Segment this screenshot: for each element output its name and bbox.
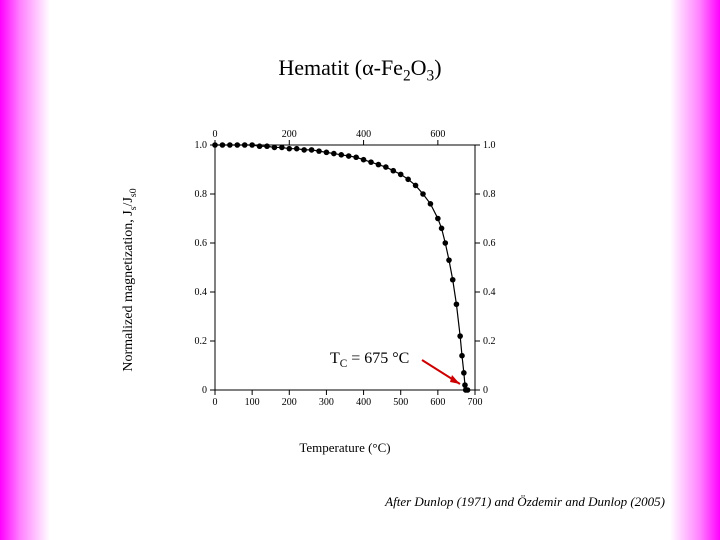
x-axis-label: Temperature (°C)	[299, 440, 390, 456]
xlabel-text: Temperature (°C)	[299, 440, 390, 455]
svg-text:0: 0	[202, 385, 207, 396]
tc-annotation: TC = 675 °C	[330, 350, 409, 370]
page-title: Hematit (α-Fe2O3)	[0, 55, 720, 85]
svg-text:600: 600	[430, 129, 445, 140]
svg-text:700: 700	[468, 397, 483, 408]
svg-text:400: 400	[356, 129, 371, 140]
svg-text:200: 200	[282, 397, 297, 408]
svg-text:0: 0	[483, 385, 488, 396]
svg-text:1.0: 1.0	[195, 140, 208, 151]
svg-text:0.8: 0.8	[195, 189, 208, 200]
svg-text:0.4: 0.4	[483, 287, 496, 298]
svg-text:0.2: 0.2	[483, 336, 496, 347]
title-mid: O	[411, 55, 427, 80]
ylabel-prefix: Normalized magnetization, J	[121, 210, 136, 371]
svg-text:300: 300	[319, 397, 334, 408]
tc-prefix: T	[330, 350, 340, 367]
svg-text:0.6: 0.6	[195, 238, 208, 249]
svg-text:0.8: 0.8	[483, 189, 496, 200]
ylabel-sub1: s	[128, 206, 139, 210]
svg-text:0: 0	[213, 129, 218, 140]
title-suffix: )	[434, 55, 441, 80]
tc-arrow	[420, 352, 470, 392]
svg-text:600: 600	[430, 397, 445, 408]
arrow-svg	[420, 352, 470, 392]
svg-text:200: 200	[282, 129, 297, 140]
tc-rest: = 675 °C	[347, 350, 409, 367]
ylabel-mid: /J	[121, 197, 136, 206]
citation-text: After Dunlop (1971) and Özdemir and Dunl…	[385, 494, 665, 509]
svg-text:0.2: 0.2	[195, 336, 208, 347]
svg-text:0.6: 0.6	[483, 238, 496, 249]
title-prefix: Hematit (α-Fe	[278, 55, 403, 80]
svg-text:500: 500	[393, 397, 408, 408]
svg-text:0: 0	[213, 397, 218, 408]
svg-text:400: 400	[356, 397, 371, 408]
svg-text:100: 100	[245, 397, 260, 408]
svg-text:0.4: 0.4	[195, 287, 208, 298]
y-axis-label: Normalized magnetization, Js/Js0	[121, 188, 139, 371]
title-sub1: 2	[403, 67, 411, 84]
svg-text:1.0: 1.0	[483, 140, 496, 151]
citation: After Dunlop (1971) and Özdemir and Dunl…	[385, 494, 665, 510]
ylabel-sub2: s0	[128, 188, 139, 197]
